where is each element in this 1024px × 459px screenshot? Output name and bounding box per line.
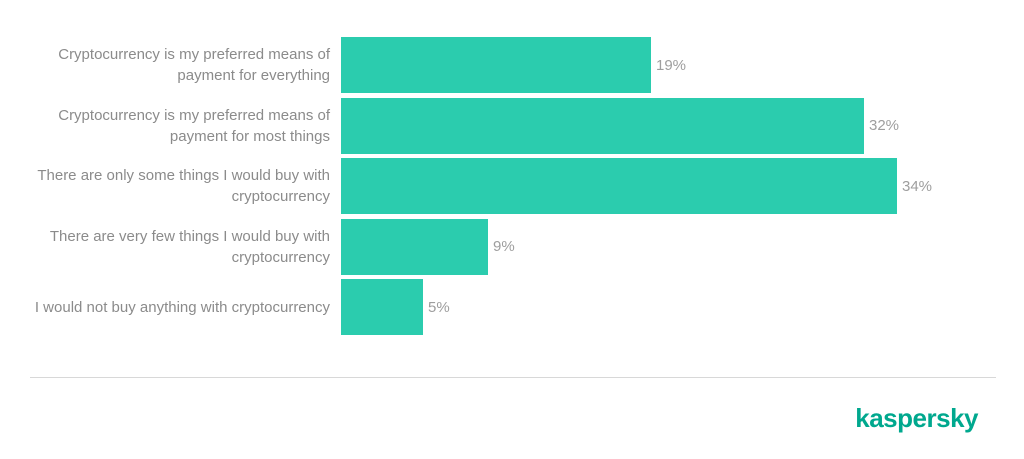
bar-area: 34% xyxy=(341,158,932,214)
value-label: 9% xyxy=(493,238,515,255)
bar-area: 19% xyxy=(341,37,686,93)
footer-divider xyxy=(30,377,996,378)
bar-row: Cryptocurrency is my preferred means of … xyxy=(0,97,1024,154)
bar-row: There are only some things I would buy w… xyxy=(0,158,1024,214)
bar-row: Cryptocurrency is my preferred means of … xyxy=(0,37,1024,93)
value-label: 5% xyxy=(428,298,450,316)
bar xyxy=(341,218,488,275)
category-label: I would not buy anything with cryptocurr… xyxy=(34,298,330,316)
category-label: Cryptocurrency is my preferred means of … xyxy=(58,106,330,145)
value-label: 34% xyxy=(902,177,933,195)
bar xyxy=(341,97,864,154)
value-label: 32% xyxy=(869,117,900,134)
kaspersky-logo: kaspersky xyxy=(855,403,978,433)
bar-area: 9% xyxy=(341,218,515,275)
value-label: 19% xyxy=(656,56,687,74)
bar-area: 32% xyxy=(341,97,900,154)
bar xyxy=(341,37,651,93)
bar-row: There are very few things I would buy wi… xyxy=(0,218,1024,275)
bar-chart: Cryptocurrency is my preferred means of … xyxy=(0,37,1024,340)
category-label: There are very few things I would buy wi… xyxy=(49,227,330,266)
bar xyxy=(341,279,423,335)
category-label: Cryptocurrency is my preferred means of … xyxy=(58,46,330,84)
category-label: There are only some things I would buy w… xyxy=(37,167,330,205)
bar-row: I would not buy anything with cryptocurr… xyxy=(0,279,1024,335)
bar xyxy=(341,158,897,214)
bar-area: 5% xyxy=(341,279,450,335)
